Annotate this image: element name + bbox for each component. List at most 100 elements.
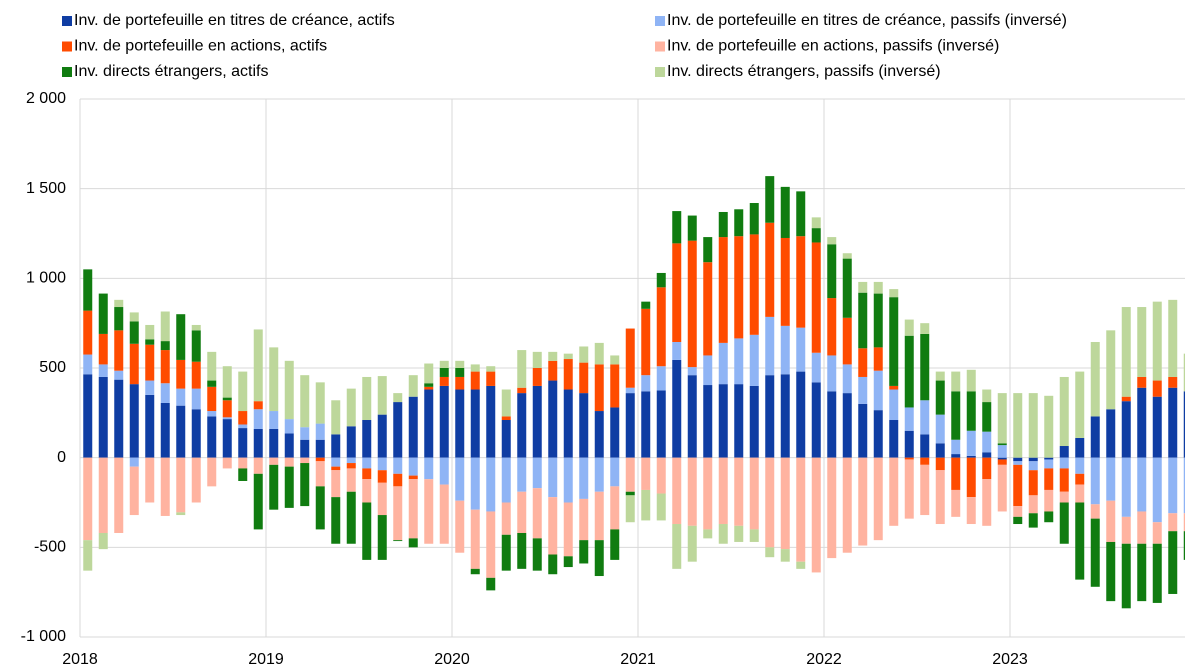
bar-segment (625, 491, 635, 496)
bar-segment (424, 383, 434, 387)
bar-segment (532, 368, 542, 386)
bar-segment (1121, 307, 1131, 397)
bar-segment (935, 457, 945, 471)
bar-segment (176, 457, 186, 513)
bar-segment (284, 466, 294, 508)
bar-segment (1106, 330, 1116, 410)
bar-segment (594, 457, 604, 492)
bar-segment (486, 371, 496, 386)
bar-segment (129, 457, 139, 467)
bar-segment (238, 468, 248, 481)
bar-segment (1075, 473, 1085, 485)
bar-segment (346, 388, 356, 427)
bar-segment (346, 457, 356, 464)
bar-segment (269, 428, 279, 458)
bar-segment (749, 203, 759, 235)
bar-segment (579, 346, 589, 363)
bar-segment (424, 389, 434, 458)
bar-segment (1137, 307, 1147, 377)
bar-segment (284, 360, 294, 420)
bar-segment (625, 457, 635, 492)
bar-segment (207, 457, 217, 487)
bar-segment (1137, 543, 1147, 602)
bar-segment (1121, 457, 1131, 517)
bar-segment (470, 389, 480, 458)
bar-segment (1121, 396, 1131, 402)
bar-segment (811, 352, 821, 383)
bar-segment (269, 457, 279, 465)
bar-segment (1013, 506, 1023, 517)
bar-segment (1168, 457, 1178, 514)
bar-segment (1044, 459, 1054, 469)
bar-segment (734, 209, 744, 237)
bar-segment (734, 384, 744, 458)
bar-segment (796, 561, 806, 569)
bar-segment (780, 325, 790, 375)
bar-segment (207, 416, 217, 458)
bar-segment (331, 457, 341, 467)
bar-segment (858, 376, 868, 404)
bar-segment (129, 343, 139, 385)
bar-segment (253, 457, 263, 474)
bar-segment (331, 497, 341, 544)
bar-segment (486, 385, 496, 458)
bar-segment (842, 393, 852, 458)
bar-segment (641, 457, 651, 490)
bar-segment (610, 457, 620, 487)
bar-segment (393, 457, 403, 474)
bar-segment (625, 387, 635, 394)
bar-segment (904, 457, 914, 460)
bar-segment (796, 236, 806, 328)
bar-segment (904, 407, 914, 431)
bar-segment (501, 416, 511, 421)
bar-segment (920, 400, 930, 435)
bar-segment (238, 457, 248, 469)
x-tick-label: 2023 (992, 651, 1028, 668)
bar-segment (765, 316, 775, 376)
bar-segment (1137, 511, 1147, 544)
bar-segment (1106, 500, 1116, 542)
bar-segment (951, 439, 961, 455)
bar-segment (393, 486, 403, 541)
bar-segment (470, 371, 480, 390)
bar-segment (439, 457, 449, 485)
bar-segment (1090, 457, 1100, 505)
bar-segment (501, 389, 511, 417)
bar-segment (517, 532, 527, 569)
bar-segment (641, 301, 651, 309)
bar-segment (145, 457, 155, 503)
bar-segment (765, 375, 775, 458)
bar-segment (780, 374, 790, 458)
bar-segment (811, 382, 821, 458)
bar-segment (207, 411, 217, 417)
bar-segment (889, 385, 899, 390)
bar-segment (889, 457, 899, 526)
bar-segment (501, 457, 511, 503)
bar-segment (749, 457, 759, 530)
bar-segment (393, 393, 403, 403)
bar-segment (315, 461, 325, 487)
bar-segment (455, 376, 465, 390)
bar-segment (1075, 457, 1085, 474)
bar-segment (656, 390, 666, 458)
bar-segment (687, 215, 697, 241)
bar-segment (548, 360, 558, 381)
bar-segment (858, 348, 868, 377)
bar-segment (315, 486, 325, 530)
bar-segment (98, 364, 108, 377)
bar-segment (1121, 543, 1131, 609)
bar-segment (222, 400, 232, 418)
bar-segment (982, 452, 992, 458)
bar-segment (765, 176, 775, 223)
bar-segment (455, 500, 465, 553)
bar-segment (160, 311, 170, 342)
bar-segment (687, 457, 697, 526)
bar-segment (439, 368, 449, 377)
bar-segment (439, 376, 449, 386)
bar-segment (1137, 376, 1147, 388)
bar-segment (160, 341, 170, 351)
x-tick-label: 2021 (620, 651, 656, 668)
bar-segment (656, 272, 666, 288)
bar-segment (920, 464, 930, 516)
bar-segment (284, 457, 294, 467)
